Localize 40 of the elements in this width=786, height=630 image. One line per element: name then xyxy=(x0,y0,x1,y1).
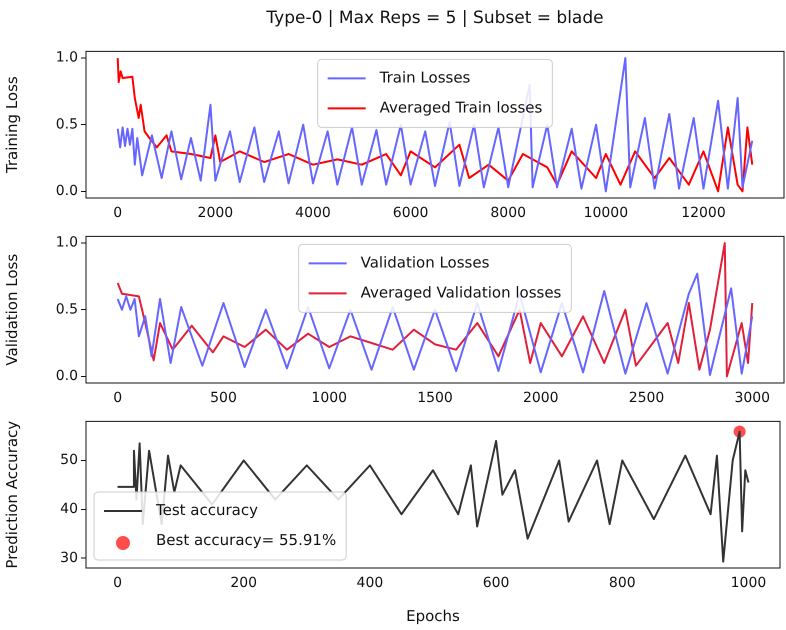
x-tick-label: 600 xyxy=(482,575,510,592)
y-axis-title: Prediction Accuracy xyxy=(2,420,21,569)
x-tick-label: 200 xyxy=(230,575,258,592)
legend-label: Best accuracy= 55.91% xyxy=(156,530,336,549)
x-tick-label: 1000 xyxy=(311,390,348,406)
x-tick-label: 0 xyxy=(113,205,122,222)
x-tick-label: 10000 xyxy=(584,205,628,222)
y-tick-label: 1.0 xyxy=(56,234,78,251)
x-tick-label: 3000 xyxy=(734,390,770,406)
legend-label: Validation Losses xyxy=(360,253,490,272)
x-tick-label: 6000 xyxy=(392,205,428,222)
x-tick-label: 0 xyxy=(113,575,122,592)
y-tick-label: 30 xyxy=(60,550,78,566)
x-tick-label: 2000 xyxy=(522,390,559,406)
x-tick-label: 0 xyxy=(113,390,122,406)
x-tick-label: 12000 xyxy=(681,205,726,222)
x-tick-label: 2500 xyxy=(628,390,664,406)
x-tick-label: 1500 xyxy=(417,390,453,406)
y-tick-label: 50 xyxy=(60,452,78,468)
y-tick-label: 0.0 xyxy=(56,182,78,199)
x-tick-label: 800 xyxy=(608,575,636,592)
x-tick-label: 4000 xyxy=(295,205,331,222)
y-tick-label: 0.5 xyxy=(56,301,78,318)
y-tick-label: 1.0 xyxy=(56,50,78,66)
x-axis-title: Epochs xyxy=(406,606,460,625)
x-tick-label: 500 xyxy=(210,390,237,406)
y-tick-label: 0.0 xyxy=(56,368,78,384)
y-axis-title: Training Loss xyxy=(2,76,21,174)
y-tick-label: 0.5 xyxy=(56,116,78,132)
chart-title: Type-0 | Max Reps = 5 | Subset = blade xyxy=(265,8,605,28)
y-tick-label: 40 xyxy=(60,501,78,517)
y-axis-title: Validation Loss xyxy=(2,254,21,366)
legend-label: Averaged Train losses xyxy=(380,98,543,116)
x-tick-label: 400 xyxy=(356,575,384,592)
x-tick-label: 1000 xyxy=(730,575,766,592)
x-tick-label: 2000 xyxy=(198,205,234,222)
legend-label: Test accuracy xyxy=(155,500,258,519)
legend-label: Train Losses xyxy=(378,68,471,86)
legend-label: Averaged Validation losses xyxy=(360,283,562,302)
x-tick-label: 8000 xyxy=(490,205,526,222)
